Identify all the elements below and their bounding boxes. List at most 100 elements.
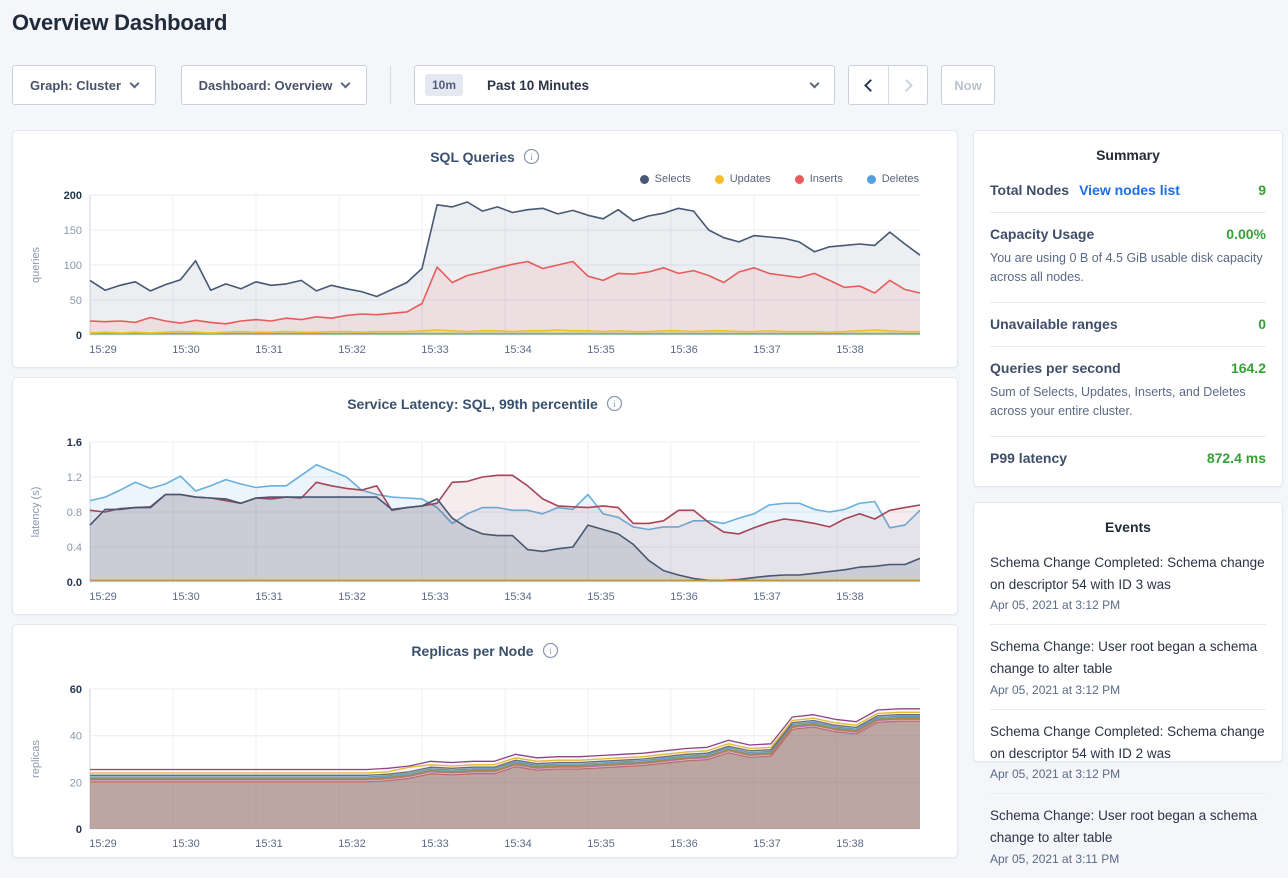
svg-text:1.2: 1.2 (67, 472, 82, 484)
summary-panel: Summary Total Nodes View nodes list 9 Ca… (973, 130, 1283, 487)
sql-queries-chart-card: SQL Queries i Selects Updates Inserts Delet… (12, 130, 958, 368)
svg-text:15:31: 15:31 (255, 591, 283, 603)
svg-text:0: 0 (76, 824, 82, 836)
svg-text:15:33: 15:33 (421, 838, 449, 850)
svg-text:15:33: 15:33 (421, 344, 449, 356)
summary-row-unavailable: Unavailable ranges 0 (990, 303, 1266, 347)
svg-text:i: i (613, 400, 616, 410)
info-icon[interactable]: i (542, 642, 559, 659)
chevron-down-icon (340, 78, 351, 88)
total-nodes-label: Total Nodes (990, 182, 1070, 198)
legend-dot-icon (639, 174, 649, 184)
svg-text:50: 50 (70, 295, 82, 307)
dashboard-dropdown[interactable]: Dashboard: Overview (181, 65, 367, 105)
graph-dropdown-label: Graph: Cluster (29, 77, 121, 93)
chart-title: Replicas per Node (411, 642, 534, 659)
event-item[interactable]: Schema Change: User root began a schema … (990, 794, 1266, 878)
svg-text:15:37: 15:37 (753, 591, 781, 603)
event-item[interactable]: Schema Change: User root began a schema … (990, 625, 1266, 710)
svg-text:15:34: 15:34 (504, 344, 532, 356)
svg-text:0.0: 0.0 (67, 577, 82, 589)
time-range-dropdown[interactable]: 10m Past 10 Minutes (414, 65, 835, 105)
replicas-per-node-chart[interactable]: 0 20 40 60 15:29 15:30 15:31 15:32 15:33 15:34 15:… (26, 684, 944, 857)
event-timestamp: Apr 05, 2021 at 3:11 PM (990, 851, 1120, 866)
unavailable-ranges-label: Unavailable ranges (990, 315, 1118, 332)
now-button[interactable]: Now (941, 65, 995, 105)
event-message: Schema Change Completed: Schema change o… (990, 554, 1265, 592)
unavailable-ranges-value: 0 (1258, 315, 1266, 332)
info-icon[interactable]: i (523, 148, 540, 165)
time-pager (848, 65, 928, 105)
svg-text:15:30: 15:30 (172, 344, 200, 356)
replicas-per-node-chart-card: Replicas per Node i 0 20 40 60 15:29 15:30 15:… (12, 624, 958, 858)
chevron-right-icon (899, 78, 913, 92)
info-icon[interactable]: i (606, 395, 623, 412)
p99-latency-label: P99 latency (990, 449, 1068, 466)
capacity-usage-value: 0.00% (1226, 226, 1266, 242)
legend-item[interactable]: Selects (639, 173, 691, 185)
capacity-usage-desc: You are using 0 B of 4.5 GiB usable disk… (990, 251, 1263, 285)
event-message: Schema Change: User root began a schema … (990, 808, 1258, 846)
svg-text:15:36: 15:36 (670, 591, 698, 603)
next-range-button[interactable] (888, 66, 927, 104)
capacity-usage-label: Capacity Usage (990, 226, 1095, 242)
svg-text:15:29: 15:29 (89, 344, 117, 356)
legend-label: Selects (654, 173, 691, 185)
svg-text:i: i (549, 647, 552, 657)
svg-text:0: 0 (76, 330, 82, 342)
summary-row-total-nodes: Total Nodes View nodes list 9 (990, 169, 1266, 213)
svg-text:15:38: 15:38 (836, 344, 864, 356)
svg-text:0.4: 0.4 (67, 542, 82, 554)
legend-item[interactable]: Inserts (794, 173, 843, 185)
svg-text:i: i (530, 153, 533, 163)
svg-text:15:32: 15:32 (338, 344, 366, 356)
svg-text:1.6: 1.6 (67, 438, 82, 449)
event-timestamp: Apr 05, 2021 at 3:12 PM (990, 682, 1121, 697)
summary-title: Summary (1096, 147, 1160, 163)
svg-text:15:30: 15:30 (172, 838, 200, 850)
chevron-down-icon (129, 78, 140, 88)
svg-text:60: 60 (70, 685, 82, 696)
svg-text:200: 200 (64, 191, 82, 202)
qps-desc: Sum of Selects, Updates, Inserts, and De… (990, 384, 1246, 419)
svg-text:15:34: 15:34 (504, 591, 532, 603)
events-panel: Events Schema Change Completed: Schema c… (973, 501, 1283, 866)
summary-row-qps: Queries per second 164.2 Sum of Selects,… (990, 347, 1266, 437)
chevron-left-icon (864, 78, 877, 92)
svg-text:15:35: 15:35 (587, 344, 615, 356)
event-timestamp: Apr 05, 2021 at 3:12 PM (990, 767, 1121, 782)
chart-legend (13, 414, 957, 438)
p99-latency-value: 872.4 ms (1206, 449, 1266, 466)
legend-item[interactable]: Deletes (866, 173, 919, 185)
svg-text:15:38: 15:38 (836, 838, 864, 850)
view-nodes-list-link[interactable]: View nodes list (1079, 182, 1180, 198)
svg-text:15:30: 15:30 (172, 591, 200, 603)
legend-item[interactable]: Updates (714, 173, 771, 185)
side-column: Summary Total Nodes View nodes list 9 Ca… (973, 130, 1283, 866)
svg-text:15:31: 15:31 (255, 838, 283, 850)
svg-text:15:35: 15:35 (587, 591, 615, 603)
dashboard-dropdown-label: Dashboard: Overview (198, 77, 333, 93)
event-item[interactable]: Schema Change Completed: Schema change o… (990, 541, 1266, 626)
legend-label: Deletes (881, 173, 919, 185)
summary-row-capacity: Capacity Usage 0.00% You are using 0 B o… (990, 213, 1266, 303)
graph-dropdown[interactable]: Graph: Cluster (12, 65, 156, 105)
svg-text:15:37: 15:37 (753, 838, 781, 850)
svg-text:15:37: 15:37 (753, 344, 781, 356)
svg-text:40: 40 (70, 731, 82, 743)
qps-label: Queries per second (990, 359, 1121, 376)
svg-text:15:32: 15:32 (338, 591, 366, 603)
sql-queries-chart[interactable]: 0 50 100 150 200 15:29 15:30 15:31 15:32 15:33 15:… (26, 190, 944, 367)
svg-text:queries: queries (30, 246, 42, 283)
time-range-badge: 10m (425, 74, 464, 96)
time-range-label: Past 10 Minutes (487, 77, 590, 93)
prev-range-button[interactable] (849, 66, 888, 104)
svg-text:15:31: 15:31 (255, 344, 283, 356)
event-item[interactable]: Schema Change Completed: Schema change o… (990, 710, 1266, 795)
event-timestamp: Apr 05, 2021 at 3:12 PM (990, 598, 1121, 613)
svg-text:0.8: 0.8 (67, 507, 82, 519)
service-latency-chart[interactable]: 0.0 0.4 0.8 1.2 1.6 15:29 15:30 15:31 15:32 15:33… (26, 437, 944, 614)
toolbar: Graph: Cluster Dashboard: Overview 10m P… (12, 65, 995, 105)
charts-column: SQL Queries i Selects Updates Inserts Delet… (12, 130, 958, 867)
chart-title: SQL Queries (430, 148, 515, 165)
